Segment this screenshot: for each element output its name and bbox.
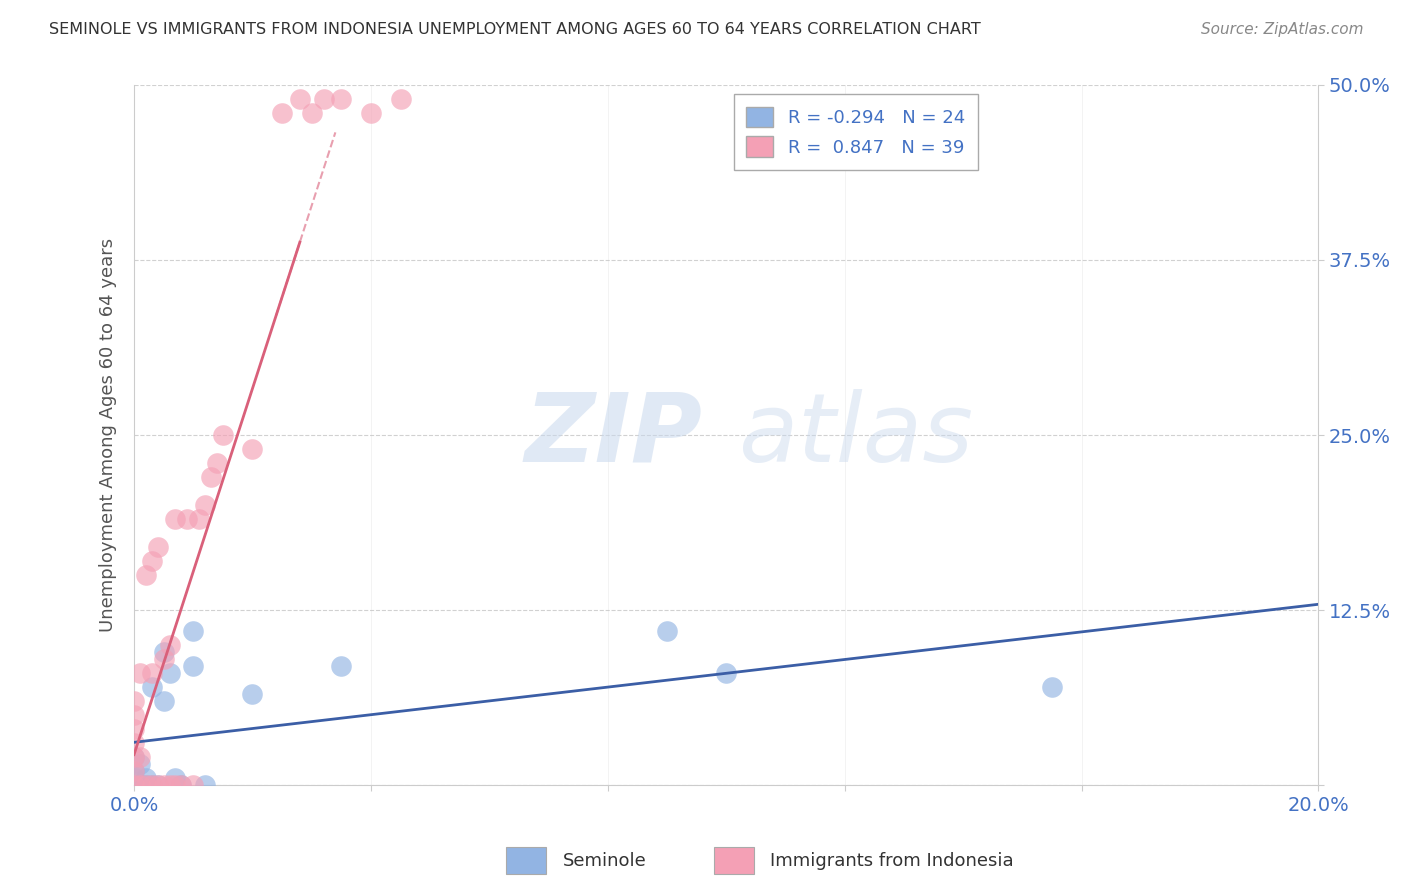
Point	[122, 694, 145, 708]
FancyBboxPatch shape	[714, 847, 754, 874]
Point	[159, 638, 181, 652]
Point	[122, 750, 145, 764]
Point	[122, 771, 145, 785]
Point	[122, 722, 145, 736]
Point	[242, 442, 264, 456]
Point	[1040, 680, 1063, 694]
Point	[716, 666, 738, 681]
Text: SEMINOLE VS IMMIGRANTS FROM INDONESIA UNEMPLOYMENT AMONG AGES 60 TO 64 YEARS COR: SEMINOLE VS IMMIGRANTS FROM INDONESIA UN…	[49, 22, 981, 37]
Point	[141, 666, 163, 681]
Point	[165, 512, 187, 526]
Point	[181, 778, 204, 792]
Point	[129, 666, 152, 681]
Point	[181, 624, 204, 639]
Point	[271, 106, 294, 120]
Point	[141, 778, 163, 792]
Point	[135, 771, 157, 785]
Point	[212, 428, 235, 442]
Point	[135, 778, 157, 792]
Text: ZIP: ZIP	[524, 389, 703, 482]
Point	[159, 666, 181, 681]
FancyBboxPatch shape	[506, 847, 546, 874]
Text: Source: ZipAtlas.com: Source: ZipAtlas.com	[1201, 22, 1364, 37]
Point	[170, 778, 193, 792]
Point	[330, 659, 353, 673]
Y-axis label: Unemployment Among Ages 60 to 64 years: Unemployment Among Ages 60 to 64 years	[100, 238, 117, 632]
Point	[129, 750, 152, 764]
Point	[288, 92, 311, 106]
Point	[176, 512, 198, 526]
Point	[194, 778, 217, 792]
Point	[146, 540, 169, 554]
Point	[135, 568, 157, 582]
Point	[389, 92, 412, 106]
Point	[181, 659, 204, 673]
Point	[330, 92, 353, 106]
Point	[122, 778, 145, 792]
Point	[159, 778, 181, 792]
Point	[152, 694, 174, 708]
Text: Immigrants from Indonesia: Immigrants from Indonesia	[770, 852, 1014, 870]
Point	[170, 778, 193, 792]
Point	[152, 652, 174, 666]
Point	[146, 778, 169, 792]
Point	[360, 106, 382, 120]
Point	[242, 687, 264, 701]
Point	[129, 778, 152, 792]
Text: atlas: atlas	[738, 389, 973, 482]
Point	[122, 736, 145, 750]
Point	[129, 778, 152, 792]
Point	[165, 771, 187, 785]
Point	[122, 750, 145, 764]
Legend: R = -0.294   N = 24, R =  0.847   N = 39: R = -0.294 N = 24, R = 0.847 N = 39	[734, 94, 977, 170]
Point	[122, 764, 145, 779]
Point	[122, 764, 145, 779]
Point	[135, 778, 157, 792]
Point	[141, 680, 163, 694]
Point	[152, 778, 174, 792]
Point	[129, 757, 152, 772]
Point	[312, 92, 335, 106]
Point	[655, 624, 678, 639]
Point	[122, 778, 145, 792]
Point	[188, 512, 211, 526]
Text: Seminole: Seminole	[562, 852, 647, 870]
Point	[146, 778, 169, 792]
Point	[141, 778, 163, 792]
Point	[205, 456, 228, 470]
Point	[141, 554, 163, 568]
Point	[301, 106, 323, 120]
Point	[194, 498, 217, 512]
Point	[152, 645, 174, 659]
Point	[165, 778, 187, 792]
Point	[122, 708, 145, 723]
Point	[200, 470, 222, 484]
